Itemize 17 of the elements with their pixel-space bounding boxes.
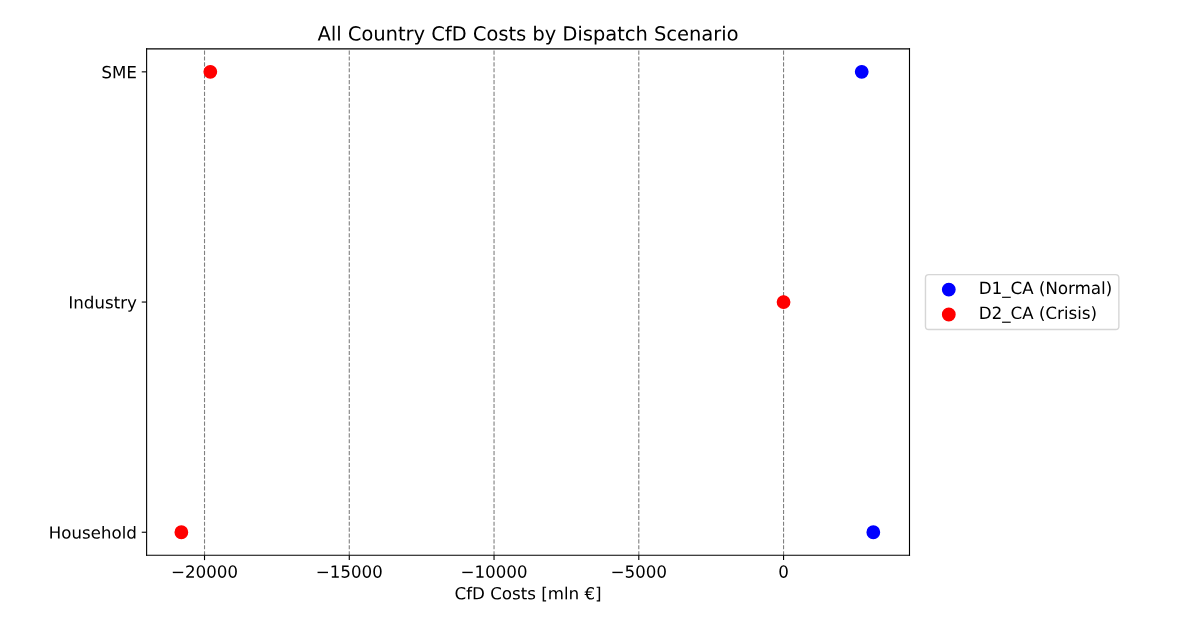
y-tick-label: SME xyxy=(102,65,136,79)
legend-label: D1_CA (Normal) xyxy=(980,281,1111,298)
x-tick-label: −5000 xyxy=(612,565,666,578)
x-tick-label: −15000 xyxy=(317,565,382,578)
point xyxy=(854,64,869,79)
x-axis-title: CfD Costs [mln €] xyxy=(455,586,601,602)
point xyxy=(866,525,881,540)
point xyxy=(174,525,189,540)
y-tick-label: Industry xyxy=(69,295,137,312)
x-tick-label: 0 xyxy=(779,565,788,578)
point xyxy=(776,295,791,309)
legend-label: D2_CA (Crisis) xyxy=(980,306,1096,323)
x-tick-label: −20000 xyxy=(172,565,237,578)
y-tick-label: Household xyxy=(50,525,136,539)
chart-title: All Country CfD Costs by Dispatch Scenario xyxy=(317,25,738,45)
point xyxy=(203,64,218,79)
x-tick-label: −10000 xyxy=(462,565,527,578)
